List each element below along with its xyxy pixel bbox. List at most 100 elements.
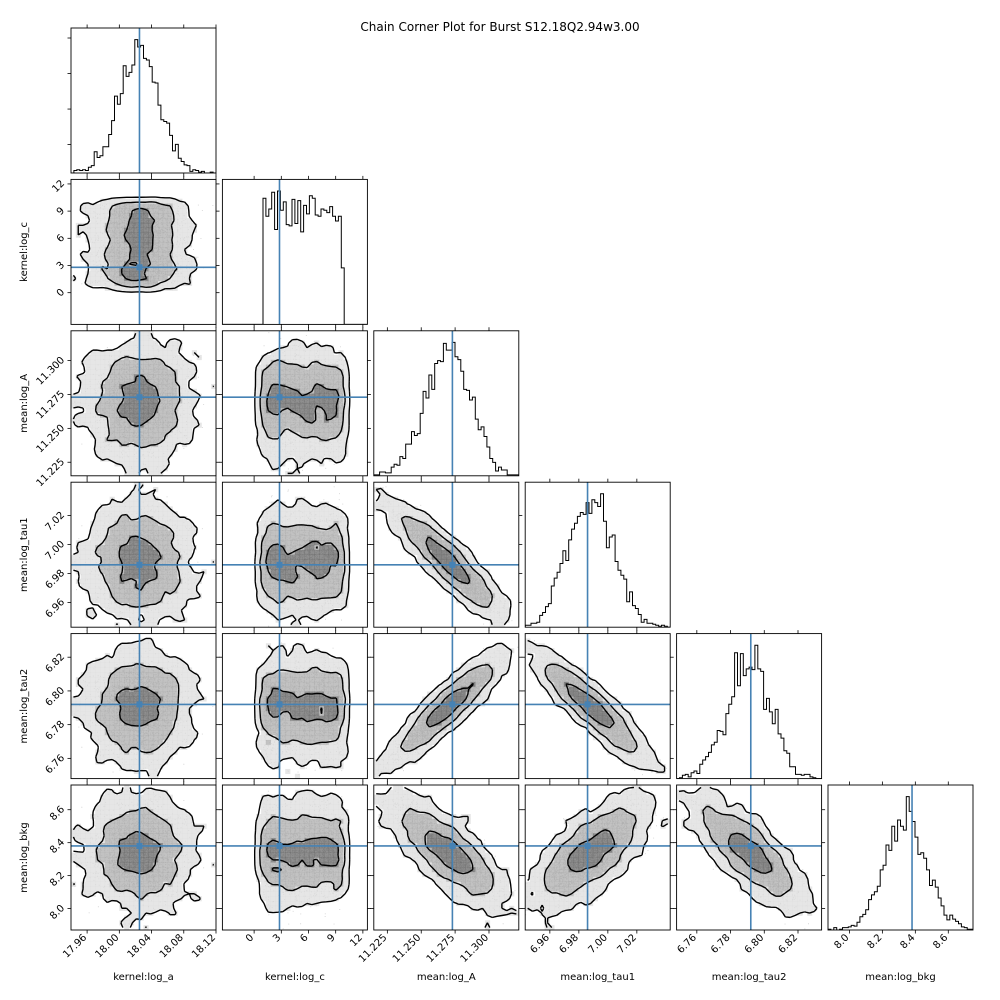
y-tick-label: 6.80 — [44, 685, 68, 709]
density-cell — [80, 359, 86, 365]
density-cell — [158, 222, 164, 229]
density-cell — [455, 696, 462, 702]
density-cell — [388, 768, 394, 775]
panel-frame — [221, 330, 368, 477]
density-cell — [187, 578, 193, 584]
density-cell — [270, 607, 276, 613]
density-cell — [143, 403, 149, 409]
density-cell — [162, 261, 168, 267]
density-cell — [90, 696, 96, 702]
density-cell — [95, 446, 101, 452]
density-cell — [275, 662, 281, 668]
density-cell — [114, 525, 120, 531]
density-cell — [172, 739, 178, 746]
density-cell — [148, 730, 154, 736]
density-cell — [167, 710, 173, 717]
density-cell — [299, 730, 305, 736]
density-cell — [104, 535, 110, 541]
density-cell — [299, 345, 305, 351]
density-cell — [153, 677, 159, 683]
density-cell — [138, 764, 144, 770]
density-cell — [138, 446, 144, 452]
density-cell — [275, 403, 281, 409]
density-cell — [621, 725, 627, 731]
density-cell — [182, 432, 188, 438]
density-cell — [328, 696, 334, 702]
density-cell — [265, 696, 272, 702]
density-cell — [167, 657, 173, 663]
density-cell — [124, 574, 130, 580]
density-cell — [153, 218, 159, 224]
panel-frame — [524, 481, 671, 628]
density-cell — [109, 794, 115, 800]
density-cell — [621, 754, 627, 760]
density-cell — [114, 545, 120, 551]
density-cell — [124, 559, 130, 565]
density-cell — [412, 520, 418, 526]
density-cell — [343, 672, 349, 678]
density-cell — [270, 549, 276, 555]
density-cell — [153, 617, 159, 623]
density-cell — [182, 403, 188, 409]
density-cell — [265, 549, 272, 555]
density-cell — [388, 520, 394, 526]
density-cell — [290, 446, 296, 452]
density-cell — [191, 691, 197, 697]
density-cell — [104, 364, 110, 370]
density-cell — [167, 354, 173, 361]
density-cell — [177, 857, 183, 863]
panel-frame — [70, 330, 217, 477]
density-cell — [275, 369, 281, 375]
density-cell — [636, 744, 642, 750]
density-cell — [119, 520, 125, 526]
density-cell — [153, 261, 159, 267]
density-cell — [124, 261, 130, 267]
density-cell — [270, 739, 276, 746]
density-cell — [158, 838, 164, 844]
density-cell — [299, 554, 305, 560]
density-cell — [280, 681, 286, 688]
density-cell — [153, 417, 159, 423]
density-cell — [167, 412, 173, 419]
density-cell — [129, 691, 135, 697]
density-cell — [617, 720, 623, 726]
density-cell — [465, 667, 471, 673]
density-cell — [129, 432, 135, 438]
density-cell — [559, 681, 565, 688]
density-cell — [494, 593, 500, 599]
density-cell — [299, 359, 305, 365]
density-cell — [280, 569, 286, 575]
y-tick-label: 11.250 — [35, 423, 68, 456]
density-cell — [109, 276, 115, 282]
density-cell — [162, 412, 168, 419]
density-cell — [270, 730, 276, 736]
density-cell — [158, 203, 164, 209]
density-cell — [167, 857, 173, 863]
density-cell — [95, 266, 101, 272]
density-cell — [290, 744, 296, 750]
density-cell — [148, 251, 154, 258]
density-cell — [280, 559, 286, 565]
contour-line — [375, 487, 512, 626]
density-cell — [138, 374, 144, 380]
density-cell — [323, 432, 330, 438]
density-cell — [133, 398, 139, 404]
density-cell — [280, 593, 286, 599]
density-cell — [621, 730, 627, 736]
density-cell — [124, 350, 130, 356]
density-cell — [85, 881, 91, 887]
density-cell — [167, 578, 173, 584]
density-cell — [177, 422, 183, 428]
y-tick-label: 6.96 — [44, 597, 68, 621]
density-cell — [304, 422, 310, 428]
density-cell — [280, 412, 286, 419]
density-cell — [133, 823, 139, 829]
density-cell — [314, 374, 320, 380]
density-cell — [182, 242, 188, 248]
density-cell — [109, 730, 115, 736]
density-cell — [191, 422, 197, 428]
density-cell — [182, 525, 188, 531]
density-cell — [265, 398, 272, 404]
density-cell — [138, 408, 144, 414]
density-cell — [465, 569, 471, 575]
